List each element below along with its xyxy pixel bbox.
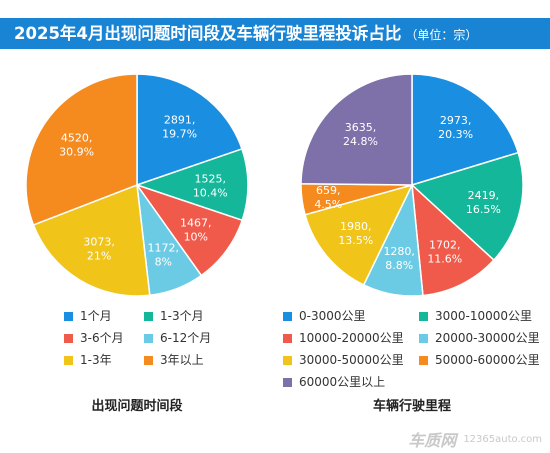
slice-value-label: 1280, [383, 245, 415, 258]
slice-percent-label: 8% [155, 255, 172, 268]
legend-label: 1-3年 [80, 353, 112, 367]
slice-value-label: 1467, [180, 217, 212, 230]
legend-label: 20000-30000公里 [435, 331, 540, 345]
legend-label: 3000-10000公里 [435, 309, 533, 323]
chart-title-problem-period: 出现问题时间段 [91, 399, 183, 414]
pie-slice [411, 183, 495, 297]
slice-value-label: 1525, [195, 173, 227, 186]
legend-swatch [419, 334, 428, 343]
unit-label: （单位：宗） [405, 28, 478, 42]
watermark-logo: 车质网 [408, 431, 457, 450]
pie-slice [410, 151, 524, 262]
chart-title-mileage: 车辆行驶里程 [372, 399, 451, 414]
pie-slice [411, 73, 520, 187]
slice-value-label: 1172, [148, 241, 180, 254]
pie-slice [134, 148, 249, 222]
slice-value-label: 3073, [83, 236, 115, 249]
legend-label: 6-12个月 [160, 331, 212, 345]
legend-label: 1-3个月 [160, 309, 204, 323]
legend-label: 10000-20000公里 [299, 331, 404, 345]
slice-value-label: 4520, [61, 132, 93, 145]
slice-percent-label: 11.6% [427, 253, 462, 266]
legend-label: 0-3000公里 [299, 309, 366, 323]
pie-0: 2891,19.7% 1525,10.4% 1467,10% 1172,8% 3073,… [25, 73, 249, 297]
slice-percent-label: 24.8% [343, 135, 378, 148]
legend-label: 3年以上 [160, 353, 204, 367]
legend-swatch [64, 356, 73, 365]
legend-swatch [283, 378, 292, 387]
slice-value-label: 3635, [345, 121, 377, 134]
slice-percent-label: 4.5% [314, 198, 342, 211]
legend-label: 60000公里以上 [299, 375, 386, 389]
header: 2025年4月出现问题时间段及车辆行驶里程投诉占比 （单位：宗） [0, 0, 550, 62]
slice-value-label: 2891, [164, 113, 196, 126]
legend-label: 3-6个月 [80, 331, 124, 345]
pie-1: 2973,20.3% 2419,16.5% 1702,11.6% 1280,8.8% 1… [300, 73, 524, 297]
slice-percent-label: 13.5% [338, 234, 373, 247]
header-bar [0, 18, 550, 49]
pie-slice [25, 73, 138, 226]
legend-swatch [144, 312, 153, 321]
legend-swatch [64, 334, 73, 343]
legend-label: 50000-60000公里 [435, 353, 540, 367]
slice-value-label: 1702, [429, 239, 461, 252]
slice-percent-label: 16.5% [466, 203, 501, 216]
watermark: 车质网 12365auto.com [408, 427, 542, 450]
pie-slice [304, 183, 414, 286]
pie-slice [32, 183, 151, 297]
legend-swatch [283, 334, 292, 343]
page-title: 2025年4月出现问题时间段及车辆行驶里程投诉占比 （单位：宗） [14, 20, 477, 47]
legend-swatch [283, 356, 292, 365]
legend-label: 30000-50000公里 [299, 353, 404, 367]
legend-swatch [144, 334, 153, 343]
legend-swatch [419, 356, 428, 365]
slice-percent-label: 8.8% [385, 259, 413, 272]
slice-percent-label: 19.7% [162, 127, 197, 140]
slice-value-label: 1980, [340, 220, 372, 233]
slice-percent-label: 21% [87, 250, 111, 263]
slice-percent-label: 10.4% [193, 187, 228, 200]
slice-percent-label: 10% [184, 231, 208, 244]
legend-swatch [283, 312, 292, 321]
slice-value-label: 2973, [440, 114, 472, 127]
slice-percent-label: 30.9% [59, 146, 94, 159]
slice-value-label: 2419, [468, 189, 500, 202]
watermark-url: 12365auto.com [463, 433, 542, 445]
legend-label: 1个月 [80, 309, 112, 323]
pie-slice [300, 73, 413, 186]
slice-value-label: 659, [316, 184, 341, 197]
legend-swatch [419, 312, 428, 321]
legend-swatch [144, 356, 153, 365]
title-text: 2025年4月出现问题时间段及车辆行驶里程投诉占比 [14, 24, 402, 43]
slice-percent-label: 20.3% [438, 128, 473, 141]
legend-swatch [64, 312, 73, 321]
